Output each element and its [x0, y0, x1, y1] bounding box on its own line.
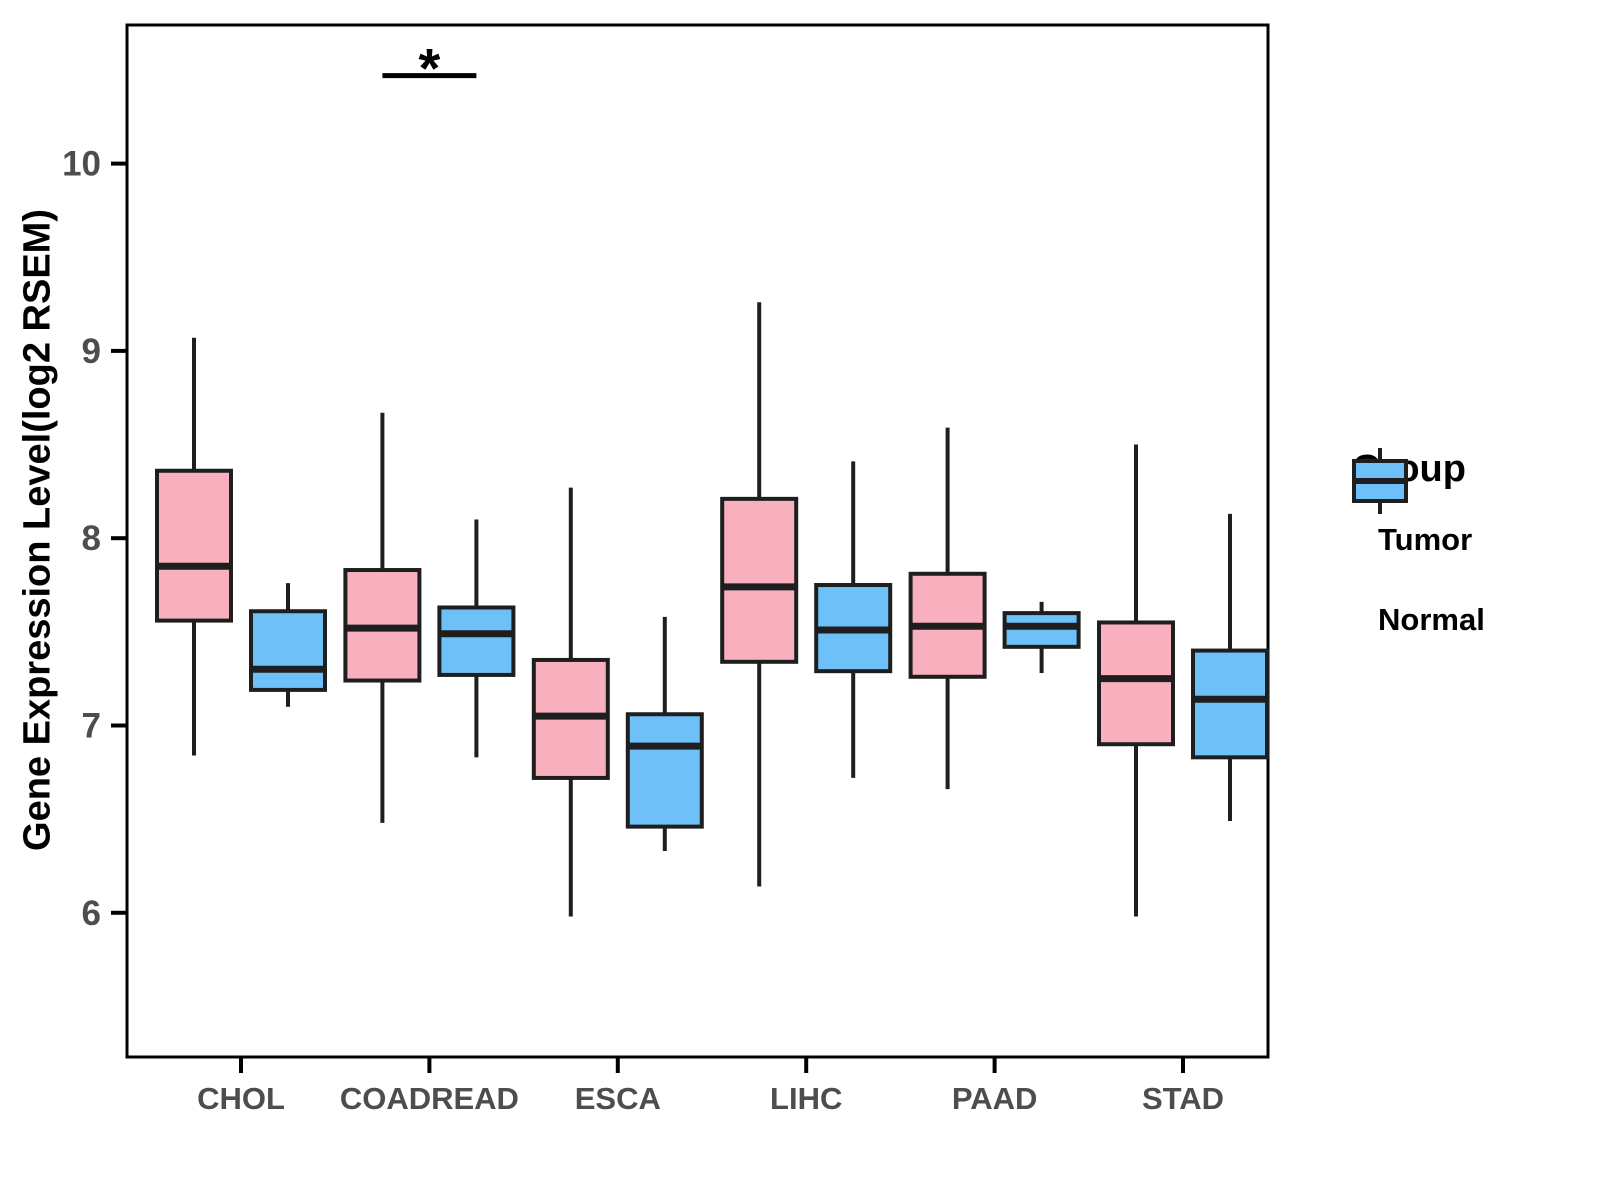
x-tick-label-esca: ESCA	[575, 1081, 661, 1116]
legend-label-tumor: Tumor	[1378, 522, 1473, 557]
y-tick-label: 10	[62, 145, 101, 184]
y-tick-label: 6	[82, 894, 101, 933]
normal-boxplot-key-icon	[1352, 448, 1408, 514]
legend-entry-normal: Normal	[1352, 448, 1485, 653]
x-tick-label-chol: CHOL	[197, 1081, 285, 1116]
legend-label-normal: Normal	[1378, 602, 1485, 637]
box-normal-chol	[249, 609, 327, 692]
x-tick-label-lihc: LIHC	[770, 1081, 842, 1116]
box-tumor-chol	[155, 468, 233, 623]
panel-border	[125, 23, 1270, 1059]
y-tick-label: 8	[82, 519, 101, 558]
x-tick-label-stad: STAD	[1142, 1081, 1224, 1116]
y-axis-title: Gene Expression Level(log2 RSEM)	[16, 209, 59, 851]
box-normal-esca	[625, 712, 704, 829]
y-tick-label: 9	[82, 332, 101, 371]
box-tumor-stad	[1097, 620, 1175, 747]
box-normal-coadread	[437, 605, 516, 677]
x-tick-label-paad: PAAD	[952, 1081, 1038, 1116]
legend-entry-tumor: Tumor	[1352, 448, 1485, 573]
significance-star-coadread: *	[419, 37, 441, 100]
x-tick-label-coadread: COADREAD	[340, 1081, 519, 1116]
box-normal-stad	[1191, 648, 1269, 760]
box-normal-paad	[1002, 611, 1081, 649]
y-tick-label: 7	[82, 706, 101, 745]
legend: Group Tumor Normal	[1352, 448, 1485, 667]
box-tumor-lihc	[720, 496, 799, 664]
